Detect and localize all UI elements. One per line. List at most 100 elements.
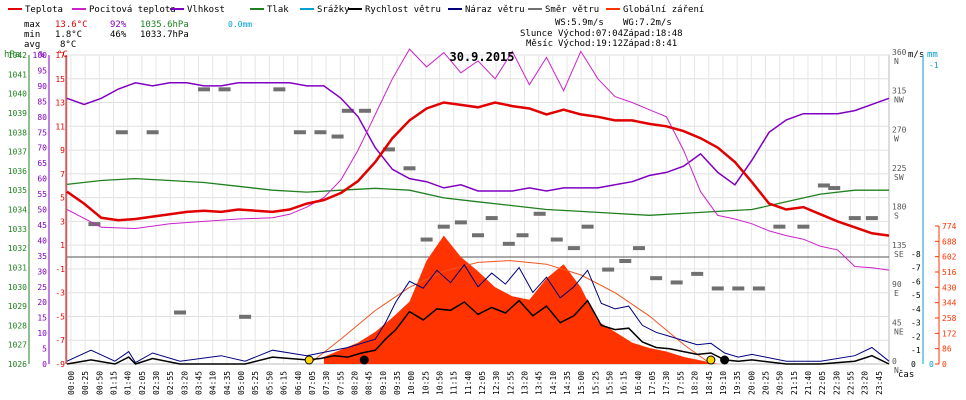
time-tick-label: 04:35: [223, 371, 232, 395]
c-tick-label: -9: [55, 360, 65, 369]
time-tick-label: 16:40: [634, 371, 643, 395]
time-tick-label: 20:50: [776, 371, 785, 395]
pct-tick-label: 85: [37, 97, 47, 106]
c-tick-label: 15: [55, 75, 65, 84]
hpa-tick-label: 1038: [8, 128, 27, 137]
wind-direction-mark: [314, 130, 327, 135]
wind-direction-mark: [865, 216, 878, 221]
wind-direction-mark: [454, 220, 467, 225]
time-tick-label: 18:20: [691, 371, 700, 395]
stat-temp-max: 13.6°C: [55, 20, 88, 30]
hpa-tick-label: 1037: [8, 148, 27, 157]
time-tick-label: 17:30: [662, 371, 671, 395]
moonset: Západ:8:41: [623, 39, 677, 49]
ms-tick-label: -5: [911, 291, 921, 300]
pct-tick-label: 55: [37, 190, 47, 199]
wind-direction-mark: [358, 108, 371, 113]
wind-direction-mark: [650, 276, 663, 281]
hpa-tick-label: 1041: [8, 70, 27, 79]
ms-tick-label: -3: [911, 319, 921, 328]
ms-tick-label: -4: [911, 305, 921, 314]
hpa-tick-label: 1034: [8, 206, 27, 215]
mm-tick-label: -1: [929, 61, 939, 70]
dir-tick-label: 0: [892, 357, 897, 366]
pct-tick-label: 10: [37, 329, 47, 338]
pct-tick-label: 30: [37, 267, 47, 276]
wind-direction-mark: [115, 130, 128, 135]
time-tick-label: 10:50: [435, 371, 444, 395]
ms-tick-label: -2: [911, 332, 921, 341]
moon-label: Měsíc: [526, 39, 553, 49]
time-tick-label: 04:10: [209, 371, 218, 395]
time-tick-label: 11:15: [450, 371, 459, 395]
time-tick-label: 16:15: [620, 371, 629, 395]
wind-direction-mark: [533, 211, 546, 216]
dir-tick-label: W: [894, 134, 899, 143]
pct-tick-label: 45: [37, 221, 47, 230]
c-tick-label: 1: [60, 241, 65, 250]
stat-press-max: 1035.6hPa: [140, 20, 189, 30]
pct-tick-label: 65: [37, 159, 47, 168]
c-tick-label: 11: [55, 122, 65, 131]
rad-tick-label: 516: [942, 268, 957, 277]
stat-label: max: [24, 20, 41, 30]
wind-direction-mark: [198, 87, 210, 92]
wind-direction-mark: [817, 183, 830, 188]
dir-tick-label: 315: [892, 87, 907, 96]
pct-tick-label: 50: [37, 206, 47, 215]
grid: [66, 54, 890, 365]
rad-tick-label: 774: [942, 222, 957, 231]
hpa-tick-label: 1032: [8, 244, 27, 253]
time-tick-label: 14:10: [549, 371, 558, 395]
feels-like-line: [66, 48, 890, 271]
wind-direction-mark: [632, 246, 645, 251]
c-tick-label: 7: [60, 170, 65, 179]
wind-direction-mark: [711, 286, 724, 291]
legend-label: Náraz větru: [465, 5, 525, 15]
pct-unit-label: %: [39, 50, 45, 60]
legend-label: Rychlost větru: [365, 5, 441, 15]
time-tick-label: 09:10: [379, 371, 388, 395]
sunset: Západ:18:48: [623, 29, 683, 39]
moonrise-marker: [720, 355, 730, 365]
pct-tick-label: 5: [42, 345, 47, 354]
hpa-tick-label: 1030: [8, 283, 27, 292]
time-tick-label: 00:00: [67, 371, 76, 395]
theoretical-radiation-line: [308, 260, 712, 365]
stat-hum-min: 46%: [110, 30, 127, 40]
pct-tick-label: 20: [37, 298, 47, 307]
wind-direction-mark: [773, 224, 786, 229]
wind-direction-mark: [341, 108, 354, 113]
legend: Teplota Pocitová teplota Vlhkost Tlak Srážky…: [8, 5, 704, 15]
wind-direction-mark: [848, 216, 861, 221]
rad-tick-label: 430: [942, 283, 957, 292]
wind-direction-mark: [670, 280, 683, 285]
dir-tick-label: NE: [894, 327, 904, 336]
c-tick-label: 3: [60, 217, 65, 226]
wind-direction-mark: [382, 147, 395, 152]
dir-tick-label: SE: [894, 250, 904, 259]
chart-title: 30.9.2015: [449, 50, 514, 64]
dir-tick-label: 45: [892, 318, 902, 327]
hpa-tick-label: 1040: [8, 90, 27, 99]
wind-direction-mark: [619, 259, 632, 263]
pct-tick-label: 90: [37, 82, 47, 91]
c-tick-label: 9: [60, 146, 65, 155]
pct-tick-label: 100: [33, 51, 48, 60]
wind-direction-mark: [828, 186, 841, 191]
stat-hum-max: 92%: [110, 20, 127, 30]
stat-temp-min: 1.8°C: [55, 30, 82, 40]
ms-tick-label: -8: [911, 250, 921, 259]
hpa-unit-label: hPa: [4, 50, 20, 60]
pct-tick-label: 0: [42, 360, 47, 369]
wind-direction-mark: [797, 224, 810, 229]
hpa-tick-label: 1042: [8, 51, 27, 60]
wind-direction-mark: [293, 130, 306, 135]
c-unit-label: °C: [57, 50, 68, 60]
wind-direction-mark: [174, 310, 187, 315]
time-tick-label: 00:25: [81, 371, 90, 395]
rad-tick-label: 344: [942, 299, 957, 308]
time-tick-label: 08:45: [365, 371, 374, 395]
hpa-tick-label: 1033: [8, 225, 27, 234]
dir-tick-label: S: [894, 212, 899, 221]
